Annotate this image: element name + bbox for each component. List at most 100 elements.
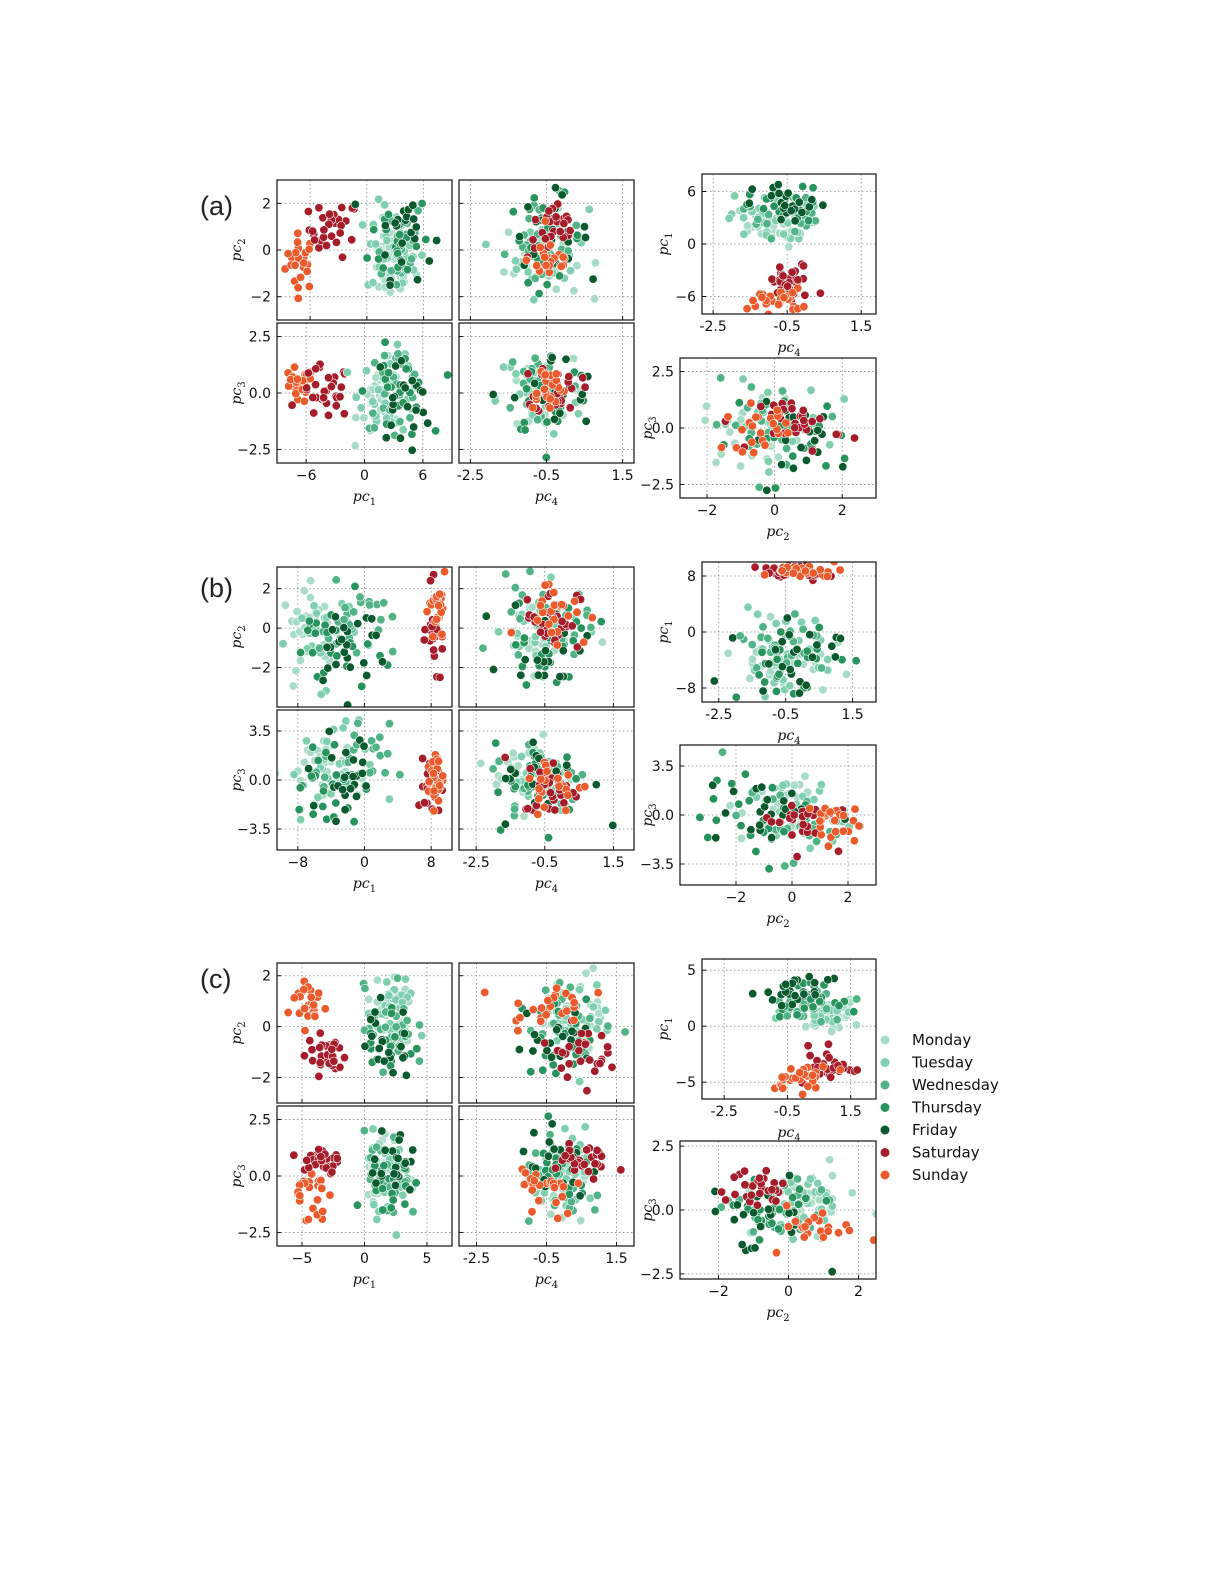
point-thursday (822, 401, 832, 411)
point-thursday (388, 1195, 398, 1205)
point-sunday (545, 394, 555, 404)
subplot-a-pc3-pc4: -2.5 -0.5 1.5 pc4 (457, 322, 635, 508)
point-saturday (766, 817, 776, 827)
point-sunday (772, 405, 782, 415)
point-saturday (792, 852, 802, 862)
point-sunday (534, 794, 544, 804)
point-wednesday (414, 1056, 424, 1066)
point-wednesday (368, 408, 378, 418)
x-axis-label: pc4 (777, 728, 800, 747)
point-saturday (309, 408, 319, 418)
y-tick-label: 6 (687, 185, 696, 201)
subplot-b-pc2-pc4 (458, 566, 635, 708)
point-sunday (788, 568, 798, 578)
point-saturday (335, 392, 345, 402)
points (289, 1124, 421, 1240)
y-tick-label: 2.5 (249, 330, 271, 346)
point-sunday (528, 1005, 538, 1015)
point-thursday (523, 278, 533, 288)
point-friday (407, 445, 417, 455)
point-thursday (421, 235, 431, 245)
point-saturday (783, 281, 793, 291)
point-sunday (533, 615, 543, 625)
point-sunday (777, 566, 787, 576)
point-thursday (308, 809, 318, 819)
point-thursday (318, 786, 328, 796)
point-thursday (332, 651, 342, 661)
point-friday (501, 773, 511, 783)
point-friday (732, 1200, 742, 1210)
point-saturday (550, 1163, 560, 1173)
point-saturday (311, 380, 321, 390)
point-friday (787, 788, 797, 798)
point-saturday (559, 219, 569, 229)
legend-marker (880, 1170, 890, 1180)
point-thursday (304, 616, 314, 626)
point-friday (777, 460, 787, 470)
point-sunday (557, 600, 567, 610)
x-tick-label: 2 (838, 503, 847, 519)
point-monday (801, 1022, 811, 1032)
point-friday (367, 1031, 377, 1041)
point-sunday (532, 388, 542, 398)
point-sunday (434, 780, 444, 790)
point-monday (306, 576, 316, 586)
point-friday (581, 416, 591, 426)
point-wednesday (754, 482, 764, 492)
point-thursday (519, 633, 529, 643)
point-friday (801, 455, 811, 465)
point-sunday (440, 567, 450, 577)
point-sunday (314, 988, 324, 998)
point-wednesday (376, 615, 386, 625)
point-friday (339, 772, 349, 782)
point-saturday (815, 414, 825, 424)
subplot-a-pc2-pc1: −2 0 2 pc2 (229, 179, 453, 321)
point-sunday (304, 281, 314, 291)
point-sunday (570, 596, 580, 606)
point-saturday (540, 234, 550, 244)
point-sunday (556, 261, 566, 271)
point-sunday (293, 283, 303, 293)
point-wednesday (510, 583, 520, 593)
point-sunday (774, 299, 784, 309)
point-friday (755, 820, 765, 830)
gridlines (277, 710, 452, 850)
point-sunday (292, 374, 302, 384)
point-wednesday (413, 206, 423, 216)
point-saturday (799, 415, 809, 425)
point-sunday (823, 841, 833, 851)
point-saturday (555, 227, 565, 237)
point-saturday (805, 1051, 815, 1061)
point-tuesday (311, 608, 321, 618)
point-sunday (308, 1204, 318, 1214)
point-friday (558, 1031, 568, 1041)
point-friday (351, 791, 361, 801)
point-sunday (317, 1184, 327, 1194)
legend-marker (880, 1103, 890, 1112)
point-sunday (524, 773, 534, 783)
y-tick-label: 0.0 (652, 808, 674, 824)
point-friday (744, 198, 754, 208)
point-saturday (778, 1178, 788, 1188)
point-friday (776, 215, 786, 225)
y-tick-label: 0 (687, 237, 696, 253)
point-wednesday (331, 575, 341, 585)
point-friday (767, 833, 777, 843)
point-wednesday (505, 403, 515, 413)
point-wednesday (388, 647, 398, 657)
points (724, 180, 828, 314)
point-sunday (521, 255, 531, 265)
point-friday (400, 383, 410, 393)
subplot-b-pc3-pc4: -2.5 -0.5 1.5 pc4 (458, 709, 635, 895)
point-saturday (564, 1042, 574, 1052)
x-tick-label: 6 (418, 468, 427, 484)
point-tuesday (373, 385, 383, 395)
point-friday (371, 630, 381, 640)
point-thursday (703, 832, 713, 842)
subplot-c-pc1-pc4: -2.5 -0.5 1.5 −5 0 5 pc4 pc1 (656, 958, 877, 1144)
point-thursday (383, 210, 393, 220)
point-friday (380, 1145, 390, 1155)
point-sunday (437, 557, 445, 565)
point-thursday (357, 681, 367, 691)
point-thursday (543, 1111, 553, 1121)
